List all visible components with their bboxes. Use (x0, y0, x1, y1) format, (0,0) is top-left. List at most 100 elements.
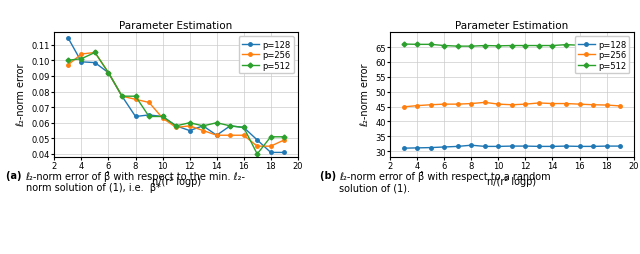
Title: Parameter Estimation: Parameter Estimation (120, 21, 233, 31)
p=512 (213, 122, 221, 125)
p=512 (603, 42, 611, 45)
X-axis label: n/(r² logp): n/(r² logp) (152, 176, 201, 186)
p=512 (186, 122, 193, 125)
p=128 (495, 145, 502, 148)
p=512 (548, 45, 556, 48)
p=256 (199, 130, 207, 133)
p=512 (199, 125, 207, 128)
p=128 (159, 116, 166, 119)
p=256 (440, 103, 448, 106)
Title: Parameter Estimation: Parameter Estimation (455, 21, 568, 31)
p=128 (481, 145, 489, 148)
X-axis label: n/(r² logp): n/(r² logp) (487, 176, 536, 186)
p=256 (227, 134, 234, 137)
p=256 (64, 64, 72, 67)
p=512 (495, 45, 502, 48)
p=128 (213, 134, 221, 137)
p=512 (64, 59, 72, 62)
p=256 (267, 145, 275, 148)
p=128 (575, 145, 583, 148)
p=128 (548, 145, 556, 148)
p=512 (467, 45, 475, 49)
p=128 (603, 145, 611, 148)
p=256 (91, 52, 99, 55)
p=128 (535, 145, 543, 148)
p=256 (132, 98, 140, 101)
p=256 (454, 103, 461, 106)
p=512 (91, 52, 99, 55)
p=512 (118, 95, 126, 98)
p=512 (172, 125, 180, 128)
p=128 (91, 62, 99, 65)
p=128 (562, 145, 570, 148)
p=512 (562, 44, 570, 47)
p=512 (535, 45, 543, 48)
p=256 (562, 103, 570, 106)
p=128 (413, 147, 421, 150)
Text: ℓ₂-norm error of β̂ with respect to the min. ℓ₂-
norm solution of (1), i.e.  β*: ℓ₂-norm error of β̂ with respect to the … (26, 170, 246, 193)
Text: ℓ₂-norm error of β̂ with respect to a random
solution of (1).: ℓ₂-norm error of β̂ with respect to a ra… (339, 170, 551, 193)
p=512 (240, 126, 248, 130)
p=256 (105, 72, 113, 75)
p=128 (64, 37, 72, 40)
p=512 (253, 153, 261, 156)
Legend: p=128, p=256, p=512: p=128, p=256, p=512 (575, 37, 629, 74)
p=128 (589, 145, 597, 148)
p=256 (186, 125, 193, 128)
p=512 (227, 125, 234, 128)
p=128 (454, 145, 461, 148)
p=128 (172, 125, 180, 128)
p=256 (400, 106, 408, 109)
p=128 (240, 126, 248, 130)
p=128 (267, 151, 275, 154)
p=256 (213, 134, 221, 137)
p=512 (427, 44, 435, 47)
p=512 (105, 72, 113, 75)
p=256 (589, 104, 597, 107)
p=128 (105, 72, 113, 75)
p=256 (522, 103, 529, 106)
p=256 (413, 105, 421, 108)
Legend: p=128, p=256, p=512: p=128, p=256, p=512 (239, 37, 294, 74)
p=512 (267, 136, 275, 139)
p=256 (77, 53, 85, 56)
p=256 (118, 95, 126, 98)
p=128 (440, 146, 448, 149)
Line: p=128: p=128 (66, 37, 286, 154)
p=256 (280, 139, 288, 142)
p=128 (522, 145, 529, 148)
Text: (a): (a) (6, 170, 25, 180)
p=256 (535, 102, 543, 105)
Y-axis label: ℓ₂-norm error: ℓ₂-norm error (360, 64, 370, 127)
p=256 (616, 105, 624, 108)
p=128 (145, 114, 153, 117)
Line: p=512: p=512 (66, 52, 286, 156)
p=256 (172, 126, 180, 130)
p=128 (132, 116, 140, 119)
Line: p=256: p=256 (66, 52, 286, 148)
p=256 (575, 103, 583, 106)
p=256 (481, 101, 489, 104)
p=256 (159, 117, 166, 120)
p=128 (253, 139, 261, 142)
p=128 (508, 145, 516, 148)
p=512 (159, 116, 166, 119)
Line: p=256: p=256 (402, 101, 622, 109)
p=128 (77, 61, 85, 64)
Line: p=128: p=128 (402, 144, 622, 150)
p=512 (132, 95, 140, 98)
Y-axis label: ℓ₂-norm error: ℓ₂-norm error (16, 64, 26, 127)
p=512 (440, 45, 448, 48)
p=512 (575, 44, 583, 47)
p=256 (427, 104, 435, 107)
p=512 (145, 116, 153, 119)
p=256 (603, 104, 611, 107)
p=128 (400, 147, 408, 150)
p=512 (616, 42, 624, 45)
p=128 (199, 125, 207, 128)
p=256 (548, 103, 556, 106)
p=512 (522, 45, 529, 48)
p=512 (280, 136, 288, 139)
p=128 (227, 125, 234, 128)
Text: (b): (b) (320, 170, 339, 180)
